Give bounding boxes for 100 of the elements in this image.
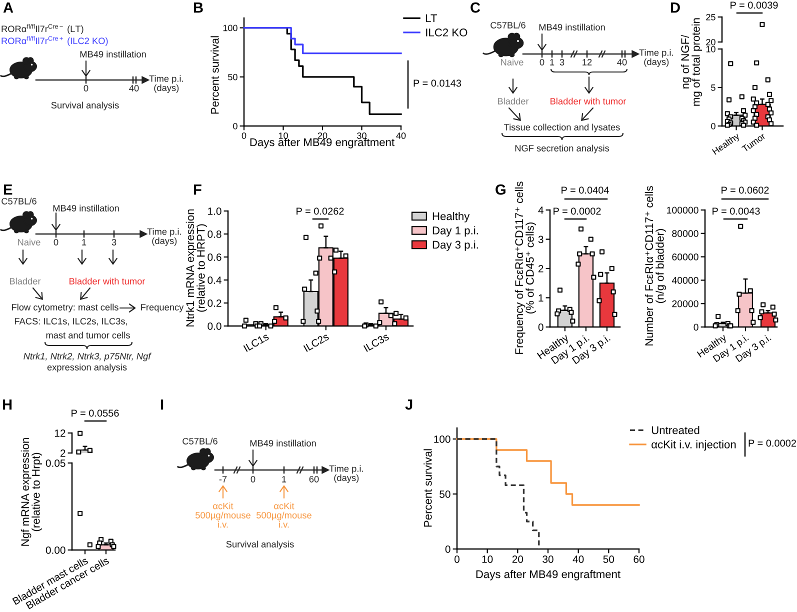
y-tick-label: 0.8: [208, 230, 222, 238]
y-tick-label: 0.4: [208, 276, 222, 284]
text: A: [3, 2, 14, 13]
y-tick-label: 1: [538, 294, 544, 302]
chart-title: H: [2, 400, 12, 410]
text: expression analysis: [47, 364, 127, 372]
y-axis-title: Percent survival: [210, 36, 219, 114]
y-tick-label: 0: [694, 324, 698, 331]
y-tick-label: 20000: [672, 300, 698, 308]
y-tick-label: 3: [538, 236, 544, 244]
text: 12: [582, 58, 592, 66]
text: Time p.i. (days): [639, 49, 673, 67]
x-tick-label: 0: [242, 132, 246, 139]
y-axis-title: Frequency of FcεRIα⁺CD117⁺ cells (% of CD45⁺ cells): [514, 182, 536, 354]
y-axis-title: Ntrk1 mRNA expression (relative to HRPT): [186, 209, 207, 326]
legend-label: αcKit i.v. injection: [652, 440, 736, 451]
text: MB49 instillation: [250, 440, 316, 446]
text: Survival analysis: [226, 540, 294, 550]
x-tick-label: 20: [512, 556, 524, 563]
y-tick-label: 100: [434, 436, 450, 443]
y-tick-label: 50: [440, 490, 450, 498]
text: MB49 instillation: [80, 50, 146, 58]
text: 3: [560, 58, 564, 66]
text: αcKit 500µg/mouse i.v.: [196, 502, 250, 528]
x-tick-label: ILC2s: [303, 332, 330, 352]
text: FACS: ILC1s, ILC2s, ILC3s,: [14, 318, 127, 326]
text: E: [4, 184, 12, 195]
text: I: [160, 400, 164, 410]
text: Time p.i. (days): [147, 228, 181, 246]
text: 0: [84, 84, 88, 92]
chart-title: G: [496, 184, 506, 195]
text: Bladder: [498, 98, 529, 104]
y-tick-label: 25: [706, 14, 716, 20]
text: mast and tumor cells: [46, 332, 130, 338]
text: -7: [219, 476, 227, 482]
y-tick-label: 0.0: [208, 322, 222, 330]
y-tick-label: 2: [60, 450, 66, 457]
annotation: P = 0.0262: [296, 208, 344, 215]
text: RORα$^{fl/fl}$Il7r$^{Cre+}$ (ILC2 KO): [2, 36, 108, 46]
annotation: P = 0.0043: [712, 208, 760, 215]
text: MB49 instillation: [539, 24, 605, 30]
y-tick-label: 0: [538, 324, 544, 331]
text: C: [470, 2, 480, 13]
text: C57BL/6: [2, 198, 36, 204]
x-tick-label: 40: [396, 132, 406, 139]
text: 60: [309, 476, 319, 482]
y-tick-label: 50: [228, 74, 238, 80]
y-tick-label: 12: [54, 430, 66, 437]
y-tick-label: 0: [233, 122, 238, 130]
y-tick-label: 0: [711, 122, 716, 130]
y-axis-title: ng of NGF/ mg of total protein: [680, 18, 702, 106]
text: P = 0.0556: [72, 410, 119, 417]
chart-title: J: [405, 400, 412, 410]
y-tick-label: 0: [445, 546, 450, 553]
x-tick-label: ILC1s: [243, 332, 270, 352]
text: 1: [550, 59, 554, 66]
text: Flow cytometry: mast cells: [12, 304, 118, 312]
text: 1: [82, 239, 86, 246]
x-tick-label: 50: [603, 556, 614, 563]
text: P = 0.0602: [722, 186, 769, 194]
text: P = 0.0039: [730, 2, 778, 9]
y-axis-title: Percent survival: [424, 449, 432, 527]
chart-title: B: [194, 2, 203, 13]
text: Frequency: [141, 304, 184, 312]
x-tick-label: 40: [572, 556, 584, 563]
x-tick-label: 60: [634, 556, 644, 563]
text: C57BL/6: [182, 438, 218, 444]
text: MB49 instillation: [53, 204, 119, 212]
y-tick-label: 40000: [672, 276, 698, 284]
y-tick-label: 100: [223, 24, 238, 32]
x-tick-label: 30: [542, 556, 554, 563]
y-tick-label: 0.6: [208, 254, 222, 261]
legend-label: LT: [426, 14, 438, 22]
text: P = 0.0002: [748, 440, 796, 447]
text: Bladder with tumor: [550, 98, 626, 104]
y-tick-label: 1.0: [208, 208, 222, 215]
y-tick-label: 60000: [672, 254, 698, 260]
x-axis-title: Days after MB49 engraftment: [250, 138, 394, 148]
text: Ntrk1, Ntrk2, Ntrk3, p75Ntr, Ngf: [24, 352, 152, 362]
text: Time p.i. (days): [149, 75, 183, 93]
legend-label: Healthy: [432, 212, 470, 222]
y-tick-label: 100000: [667, 206, 698, 214]
y-tick-label: 20: [706, 38, 716, 46]
text: Bladder: [10, 278, 41, 284]
text: RORα$^{fl/fl}$Il7r$^{Cre−}$ (LT): [2, 24, 84, 34]
x-tick-label: 0: [454, 556, 460, 563]
text: 0: [250, 476, 256, 482]
text: Naive: [18, 238, 40, 246]
chart-title: F: [194, 184, 202, 195]
text: P = 0.0404: [562, 186, 609, 194]
text: 40: [617, 58, 627, 66]
text: αcKit 500µg/mouse i.v.: [256, 502, 312, 528]
x-tick-label: 30: [357, 132, 366, 139]
y-axis-title: Number of FcεRIα⁺CD117⁺ cells (n/g of bladder): [644, 186, 666, 346]
legend-label: Untreated: [652, 426, 700, 434]
x-axis-title: Days after MB49 engraftment: [476, 570, 620, 580]
text: P = 0.0143: [414, 80, 462, 87]
text: Naive: [501, 58, 524, 66]
text: Tissue collection and lysates: [504, 124, 620, 132]
x-tick-label: ILC3s: [363, 332, 390, 352]
